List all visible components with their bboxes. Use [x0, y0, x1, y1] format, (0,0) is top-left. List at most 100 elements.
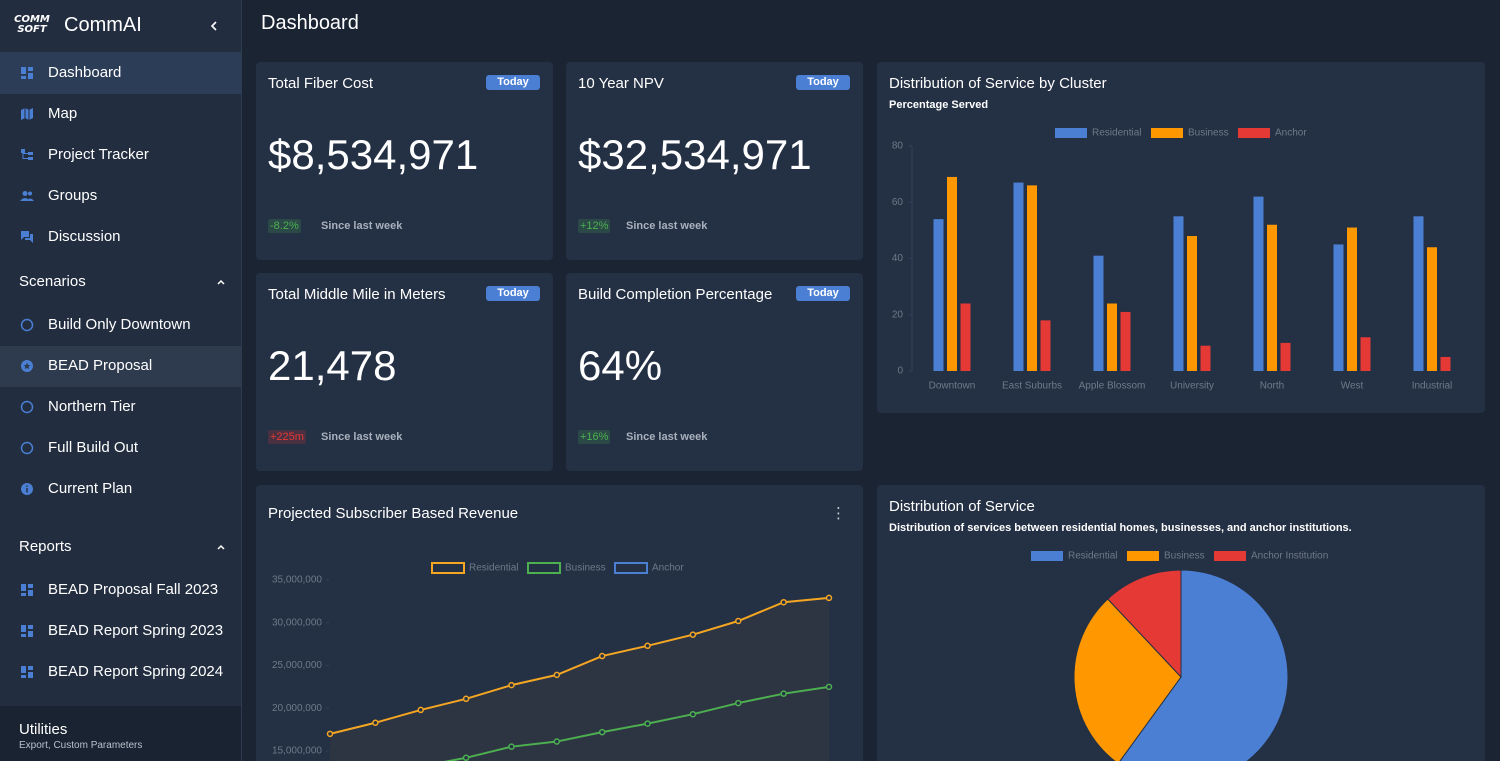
utilities-subtitle: Export, Custom Parameters	[19, 740, 143, 751]
kpi-card	[256, 273, 553, 471]
kpi-value: $8,534,971	[268, 131, 479, 178]
kpi-title: Total Middle Mile in Meters	[268, 286, 446, 303]
kpi-note: Since last week	[626, 220, 708, 232]
bar	[960, 303, 971, 371]
nav-item[interactable]: Map	[48, 105, 78, 122]
legend-swatch	[614, 562, 648, 574]
legend-label: Anchor	[652, 563, 684, 574]
x-tick-label: Downtown	[929, 381, 976, 392]
nav-item[interactable]: Project Tracker	[48, 146, 149, 163]
point	[825, 683, 833, 691]
kpi-change: +12%	[578, 219, 611, 233]
point	[508, 681, 515, 689]
nav-icon	[21, 625, 33, 637]
kpi-change: +16%	[578, 430, 611, 444]
bar	[1040, 320, 1051, 371]
point	[326, 730, 334, 738]
kpi-title: Total Fiber Cost	[268, 75, 374, 92]
bar	[1253, 196, 1264, 371]
scenario-item[interactable]: BEAD Proposal	[48, 357, 153, 374]
nav-icon	[20, 400, 34, 414]
point	[644, 642, 651, 650]
y-tick-label: 20	[892, 309, 904, 320]
x-tick-label: Apple Blossom	[1079, 381, 1146, 392]
legend-label: Anchor	[1275, 128, 1307, 139]
logo: COMM SOFT	[13, 15, 51, 35]
scenario-item[interactable]: Northern Tier	[48, 398, 136, 415]
bar	[1267, 224, 1277, 371]
y-tick-label: 60	[892, 197, 904, 208]
chart-title: Projected Subscriber Based Revenue	[268, 505, 519, 522]
legend-label: Residential	[1068, 551, 1117, 562]
bar	[1360, 337, 1371, 371]
section-toggle[interactable]	[216, 277, 226, 287]
point	[372, 719, 379, 726]
point	[553, 738, 561, 745]
chart-menu[interactable]: ⋮	[831, 505, 846, 522]
kpi-note: Since last week	[321, 220, 403, 232]
scenario-item[interactable]: Full Build Out	[48, 439, 139, 456]
nav-icon	[21, 360, 33, 372]
logo-line: COMM	[14, 14, 50, 25]
y-tick-label: 40	[892, 253, 904, 264]
bar	[1440, 356, 1451, 371]
nav-item[interactable]: Groups	[48, 187, 98, 204]
bar	[1093, 255, 1104, 371]
nav-icon	[21, 231, 33, 243]
nav-icon	[21, 108, 33, 120]
nav-icon	[20, 441, 34, 455]
pie-slice	[1073, 598, 1182, 761]
x-tick-label: University	[1170, 381, 1214, 392]
point	[598, 652, 606, 660]
chart-card	[256, 485, 863, 761]
y-tick-label: 20,000,000	[272, 703, 322, 714]
x-tick-label: West	[1341, 381, 1364, 392]
report-item[interactable]: BEAD Report Spring 2024	[48, 663, 224, 680]
scenario-item[interactable]: Current Plan	[48, 480, 133, 497]
report-item[interactable]: BEAD Proposal Fall 2023	[48, 581, 219, 598]
legend-swatch	[1238, 128, 1270, 138]
y-tick-label: 15,000,000	[272, 746, 322, 757]
point	[598, 728, 606, 736]
point	[825, 594, 833, 602]
x-tick-label: East Suburbs	[1002, 381, 1062, 392]
collapse-button[interactable]	[208, 20, 220, 32]
point	[644, 720, 651, 727]
legend-swatch	[527, 562, 561, 574]
nav-item[interactable]: Dashboard	[48, 64, 122, 81]
nav-icon	[21, 67, 33, 79]
y-tick-label: 30,000,000	[272, 617, 322, 628]
bar	[1427, 247, 1437, 371]
kpi-card	[566, 62, 863, 260]
page-title: Dashboard	[261, 12, 359, 34]
legend-label: Business	[565, 563, 606, 574]
series-line	[443, 685, 830, 761]
kpi-badge: Today	[796, 286, 850, 301]
scenario-item[interactable]: Build Only Downtown	[48, 316, 191, 333]
bar	[933, 219, 944, 371]
kpi-card	[566, 273, 863, 471]
point	[462, 695, 470, 703]
point	[735, 617, 742, 625]
legend-label: Business	[1188, 128, 1229, 139]
pie	[1073, 569, 1289, 761]
bar	[1347, 227, 1357, 371]
logo-line: SOFT	[17, 24, 47, 35]
x-tick-label: North	[1260, 381, 1284, 392]
kpi-badge: Today	[796, 75, 850, 90]
pie-slice	[1107, 569, 1182, 679]
nav-item[interactable]: Discussion	[48, 228, 121, 245]
section-toggle[interactable]	[216, 542, 226, 552]
kpi-change: -8.2%	[268, 219, 301, 233]
utilities-title[interactable]: Utilities	[19, 721, 68, 738]
bar	[1280, 342, 1291, 371]
chart-subtitle: Percentage Served	[889, 99, 989, 111]
pie-slice	[1119, 569, 1289, 761]
report-item[interactable]: BEAD Report Spring 2023	[48, 622, 224, 639]
legend-swatch	[1055, 128, 1087, 138]
y-tick-label: 0	[897, 366, 903, 377]
bar	[1013, 182, 1024, 371]
point	[553, 671, 561, 679]
section-title: Scenarios	[19, 273, 86, 290]
